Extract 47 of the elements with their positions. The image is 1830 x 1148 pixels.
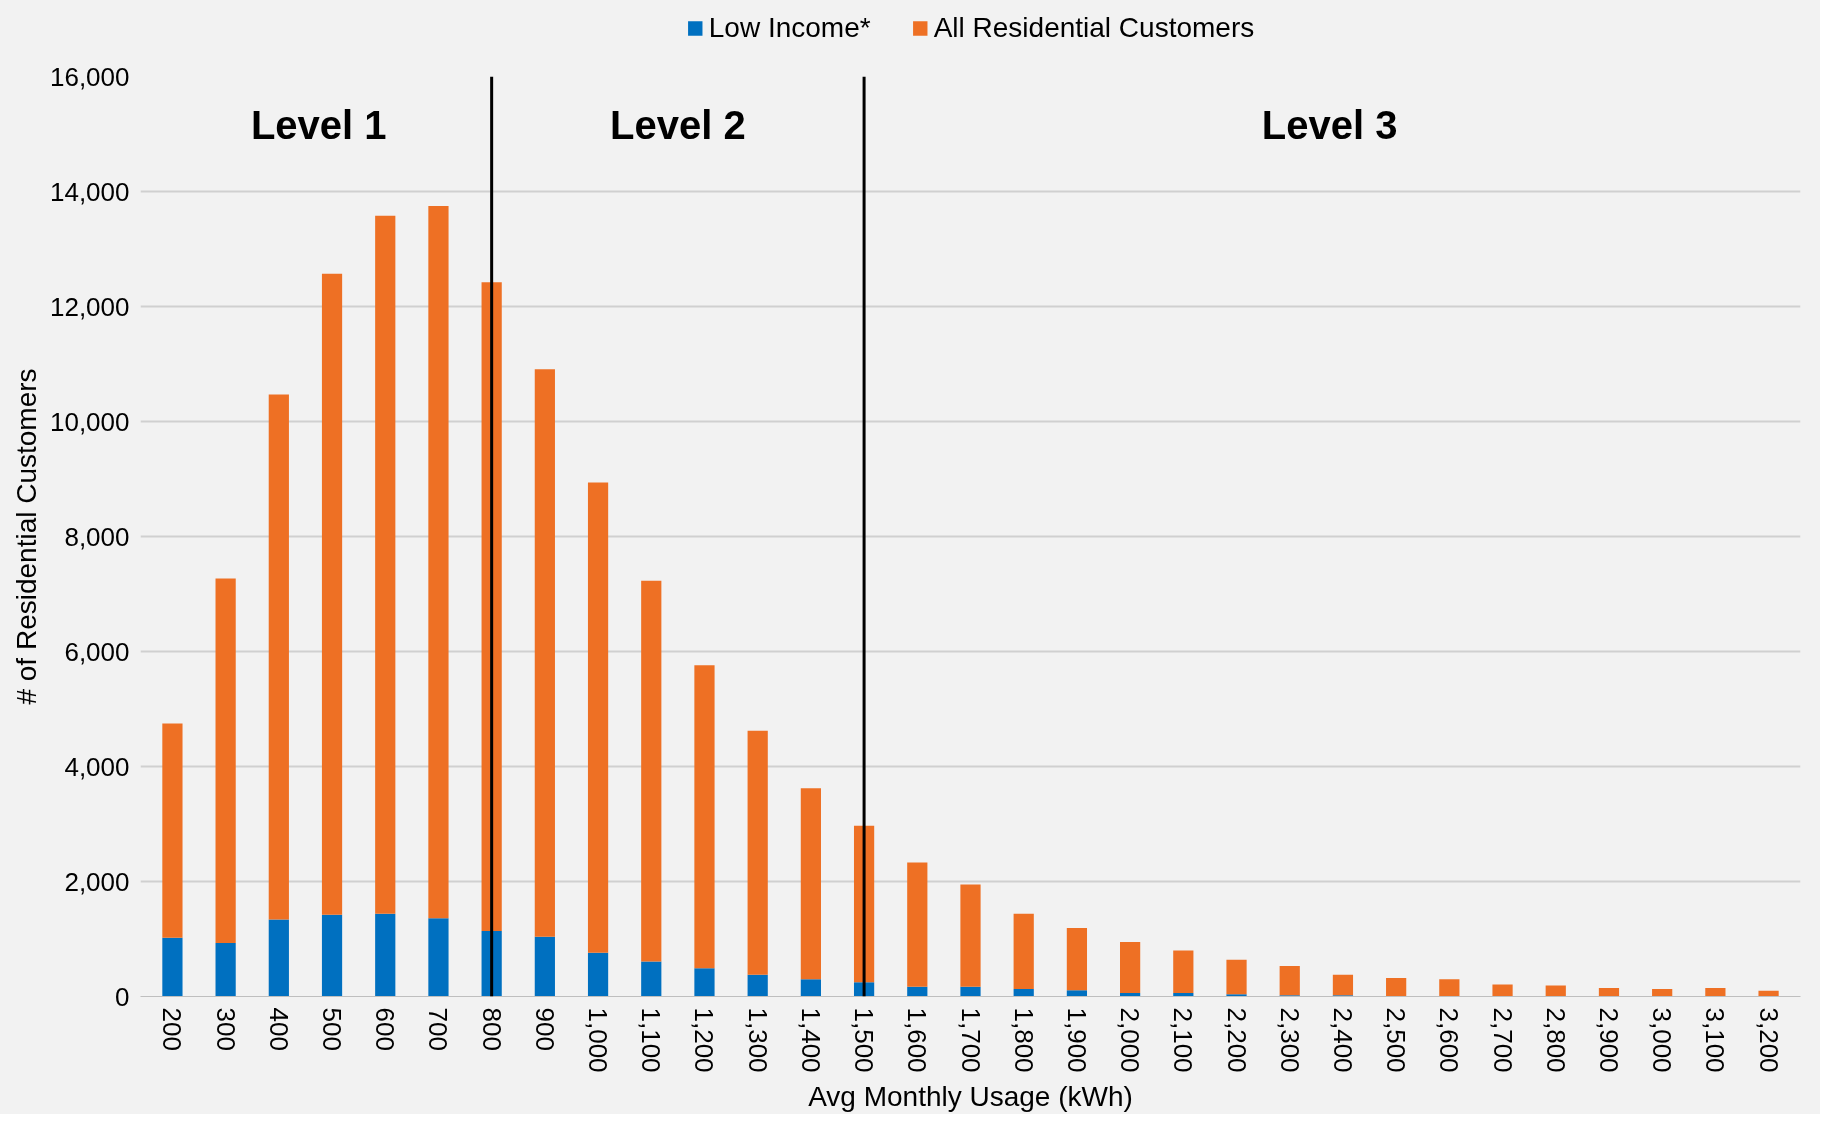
x-tick-label: 2,600 [1434, 1007, 1465, 1073]
x-tick-label: 3,100 [1700, 1007, 1731, 1073]
x-tick-label: 2,700 [1487, 1007, 1518, 1073]
x-tick-label: 2,900 [1593, 1007, 1624, 1073]
legend-label: All Residential Customers [933, 12, 1255, 44]
x-tick-label: 2,100 [1168, 1007, 1199, 1073]
x-tick-label: 1,500 [849, 1007, 880, 1073]
y-tick-label: 10,000 [49, 406, 130, 437]
annotation: Level 2 [610, 102, 746, 147]
x-tick-label: 200 [157, 1007, 188, 1051]
x-tick-label: 2,800 [1540, 1007, 1571, 1073]
y-tick-label: 2,000 [64, 866, 130, 897]
x-tick-label: 1,200 [689, 1007, 720, 1073]
y-tick-label: 14,000 [49, 176, 130, 207]
y-tick-label: 0 [115, 981, 130, 1012]
y-tick-label: 8,000 [64, 521, 130, 552]
x-tick-label: 2,500 [1381, 1007, 1412, 1073]
x-tick-label: 900 [529, 1007, 560, 1051]
annotation: Level 1 [250, 102, 387, 147]
x-tick-label: 1,700 [955, 1007, 986, 1073]
x-tick-label: 3,000 [1647, 1007, 1678, 1073]
x-axis-title: Avg Monthly Usage (kWh) [808, 1080, 1133, 1112]
y-axis-title: # of Residential Customers [10, 368, 42, 705]
x-tick-label: 1,800 [1008, 1007, 1039, 1073]
x-tick-label: 700 [423, 1007, 454, 1051]
x-tick-label: 1,000 [583, 1007, 614, 1073]
legend-label: Low Income* [708, 12, 871, 44]
x-tick-label: 500 [317, 1007, 348, 1051]
x-tick-label: 600 [370, 1007, 401, 1051]
x-tick-label: 1,100 [636, 1007, 667, 1073]
x-tick-label: 800 [476, 1007, 507, 1051]
x-tick-label: 2,200 [1221, 1007, 1252, 1073]
x-tick-label: 300 [210, 1007, 241, 1051]
x-tick-label: 2,400 [1327, 1007, 1358, 1073]
x-tick-label: 2,000 [1115, 1007, 1146, 1073]
x-tick-label: 1,900 [1061, 1007, 1092, 1073]
x-tick-label: 3,200 [1753, 1007, 1784, 1073]
x-tick-label: 400 [263, 1007, 294, 1051]
y-tick-label: 6,000 [64, 636, 130, 667]
y-tick-label: 12,000 [49, 291, 130, 322]
x-tick-label: 2,300 [1274, 1007, 1305, 1073]
y-tick-label: 16,000 [49, 61, 130, 92]
x-tick-label: 1,400 [795, 1007, 826, 1073]
y-tick-label: 4,000 [64, 751, 130, 782]
x-tick-label: 1,600 [902, 1007, 933, 1073]
x-tick-label: 1,300 [742, 1007, 773, 1073]
annotation: Level 3 [1261, 102, 1398, 147]
